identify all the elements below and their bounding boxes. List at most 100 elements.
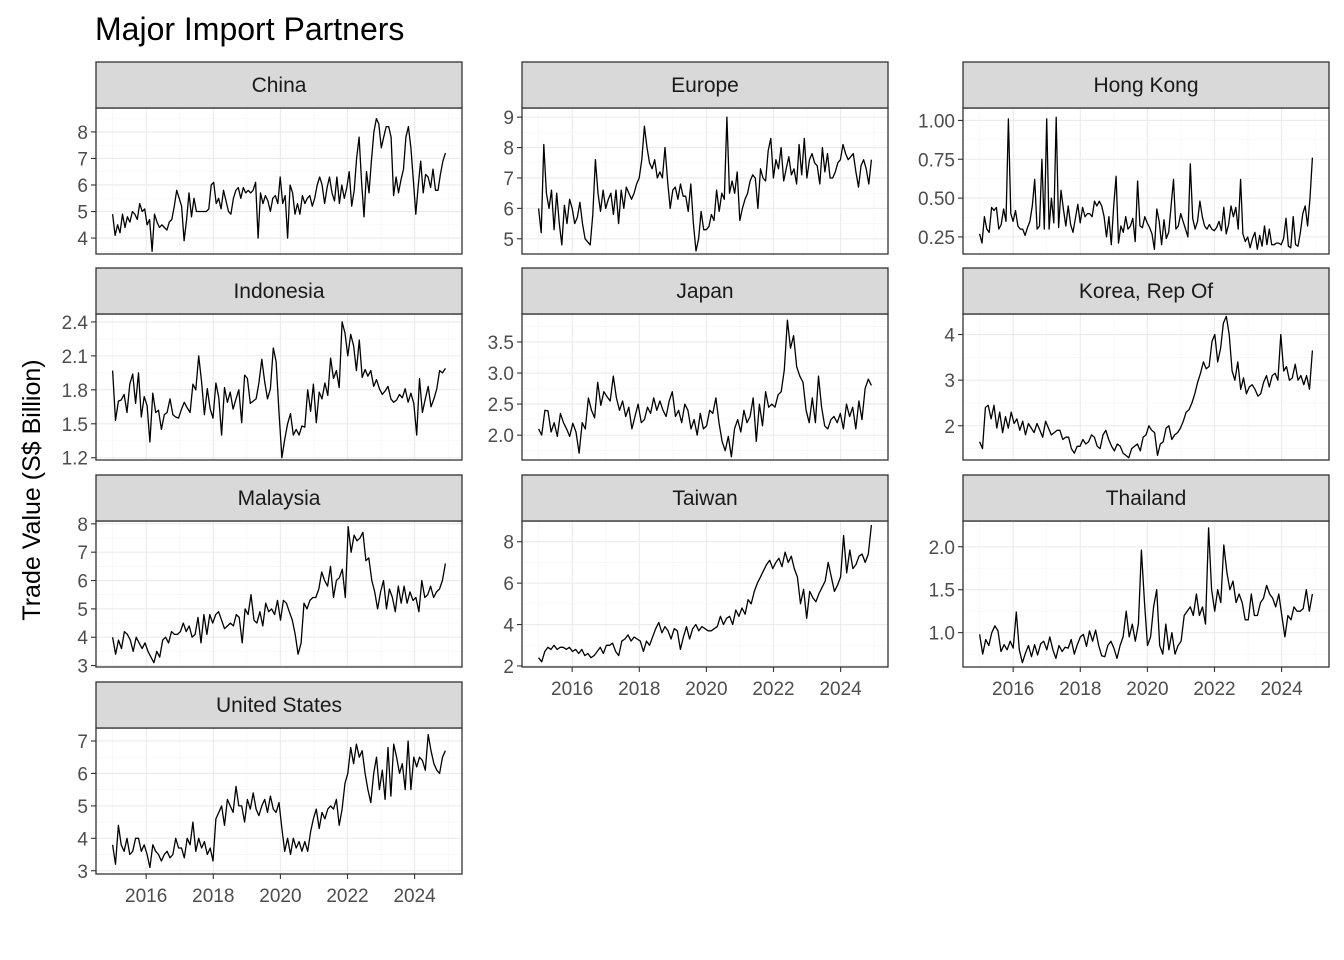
facet-label: Indonesia xyxy=(233,280,324,303)
series-line-malaysia xyxy=(111,526,447,664)
series-line-korea-rep-of xyxy=(979,315,1314,459)
facet-strip xyxy=(95,267,463,315)
y-tick-label: 6 xyxy=(77,764,88,785)
x-tick-label: 2016 xyxy=(551,679,593,700)
panel-background xyxy=(522,521,888,667)
y-tick-label: 6 xyxy=(503,199,514,220)
facet-strip xyxy=(95,61,463,109)
facet-label: Japan xyxy=(676,280,733,303)
panel-background xyxy=(963,521,1329,667)
y-tick-label: 3 xyxy=(77,657,88,678)
x-tick-label: 2016 xyxy=(125,886,167,907)
series-line-japan xyxy=(538,319,872,458)
y-tick-label: 3.5 xyxy=(488,333,514,354)
x-tick-label: 2016 xyxy=(992,679,1034,700)
series-line-europe xyxy=(537,116,873,252)
facet-taiwan: Taiwan 2 4 6 8 2016 2018 2020 2022 2024 xyxy=(503,474,889,700)
y-tick-label: 6 xyxy=(503,574,514,595)
y-tick-label: 1.8 xyxy=(62,381,88,402)
series-line-thailand xyxy=(978,527,1314,664)
facet-japan: Japan 2.0 2.5 3.0 3.5 xyxy=(488,267,889,461)
y-tick-label: 2.1 xyxy=(62,347,88,368)
x-tick-label: 2018 xyxy=(192,886,234,907)
facet-strip xyxy=(521,474,889,522)
panel-background xyxy=(522,108,888,254)
x-tick-label: 2022 xyxy=(326,886,368,907)
y-tick-label: 6 xyxy=(77,176,88,197)
y-tick-label: 3 xyxy=(77,862,88,883)
series-line-united-states xyxy=(111,733,446,869)
x-tick-label: 2020 xyxy=(1126,679,1168,700)
y-tick-label: 5 xyxy=(503,230,514,251)
chart-title: Major Import Partners xyxy=(95,11,404,47)
x-tick-label: 2024 xyxy=(393,886,436,907)
y-tick-label: 8 xyxy=(77,123,88,144)
facet-hong-kong: Hong Kong 0.25 0.50 0.75 1.00 xyxy=(918,61,1330,255)
y-tick-label: 1.5 xyxy=(62,415,88,436)
facet-strip xyxy=(521,267,889,315)
y-tick-label: 2.0 xyxy=(929,538,955,559)
series-line-indonesia xyxy=(111,321,446,459)
facet-strip xyxy=(95,474,463,522)
facet-malaysia: Malaysia 3 4 5 6 7 8 xyxy=(77,474,463,678)
facet-united-states: United States 3 4 5 6 7 2016 2018 2020 2022 2024 xyxy=(77,681,463,907)
y-tick-label: 0.50 xyxy=(918,189,955,210)
facet-label: Korea, Rep Of xyxy=(1079,280,1213,303)
facet-strip xyxy=(95,681,463,729)
y-tick-label: 2.0 xyxy=(488,426,514,447)
facets: China 4 5 6 7 8 Europe 5 6 7 8 9 Hong Kong 0.25 0.50 0.… xyxy=(62,61,1330,907)
panel-background xyxy=(963,108,1329,254)
y-tick-label: 4 xyxy=(503,616,514,637)
facet-label: Taiwan xyxy=(672,487,737,510)
panel-background xyxy=(96,521,462,667)
y-tick-label: 6 xyxy=(77,572,88,593)
series-line-taiwan xyxy=(538,525,873,663)
x-tick-label: 2018 xyxy=(1059,679,1101,700)
x-tick-label: 2020 xyxy=(685,679,727,700)
y-tick-label: 5 xyxy=(77,203,88,224)
x-tick-label: 2020 xyxy=(259,886,301,907)
y-tick-label: 4 xyxy=(944,326,955,347)
y-axis-label: Trade Value (S$ Billion) xyxy=(18,359,46,620)
panel-background xyxy=(96,314,462,460)
x-tick-label: 2022 xyxy=(752,679,794,700)
facet-label: Malaysia xyxy=(238,487,321,510)
y-tick-label: 7 xyxy=(77,543,88,564)
y-tick-label: 4 xyxy=(77,829,88,850)
y-tick-label: 2.4 xyxy=(62,313,89,334)
facet-label: Hong Kong xyxy=(1093,74,1198,97)
panel-background xyxy=(96,728,462,874)
facet-china: China 4 5 6 7 8 xyxy=(77,61,463,255)
y-tick-label: 0.25 xyxy=(918,228,955,249)
facet-strip xyxy=(962,267,1330,315)
series-line-hong-kong xyxy=(978,116,1314,250)
facet-europe: Europe 5 6 7 8 9 xyxy=(503,61,889,255)
facet-label: United States xyxy=(216,694,342,717)
y-tick-label: 2 xyxy=(944,417,955,438)
facet-strip xyxy=(521,61,889,109)
y-tick-label: 5 xyxy=(77,600,88,621)
facet-korea-rep-of: Korea, Rep Of 2 3 4 xyxy=(944,267,1330,461)
y-tick-label: 4 xyxy=(77,229,88,250)
series-line-china xyxy=(111,117,447,252)
y-tick-label: 1.0 xyxy=(929,624,955,645)
y-tick-label: 9 xyxy=(503,108,514,129)
panel-background xyxy=(963,314,1329,460)
y-tick-label: 8 xyxy=(77,515,88,536)
y-tick-label: 2.5 xyxy=(488,395,514,416)
y-tick-label: 8 xyxy=(503,533,514,554)
y-tick-label: 1.2 xyxy=(62,449,88,470)
y-tick-label: 7 xyxy=(503,169,514,190)
x-tick-label: 2022 xyxy=(1193,679,1235,700)
facet-strip xyxy=(962,474,1330,522)
facet-label: Europe xyxy=(671,74,739,97)
y-tick-label: 7 xyxy=(77,149,88,170)
y-tick-label: 4 xyxy=(77,628,88,649)
facet-indonesia: Indonesia 1.2 1.5 1.8 2.1 2.4 xyxy=(62,267,463,470)
facet-label: Thailand xyxy=(1106,487,1187,510)
x-tick-label: 2024 xyxy=(819,679,862,700)
y-tick-label: 0.75 xyxy=(918,150,955,171)
x-tick-label: 2018 xyxy=(618,679,660,700)
x-tick-label: 2024 xyxy=(1260,679,1303,700)
